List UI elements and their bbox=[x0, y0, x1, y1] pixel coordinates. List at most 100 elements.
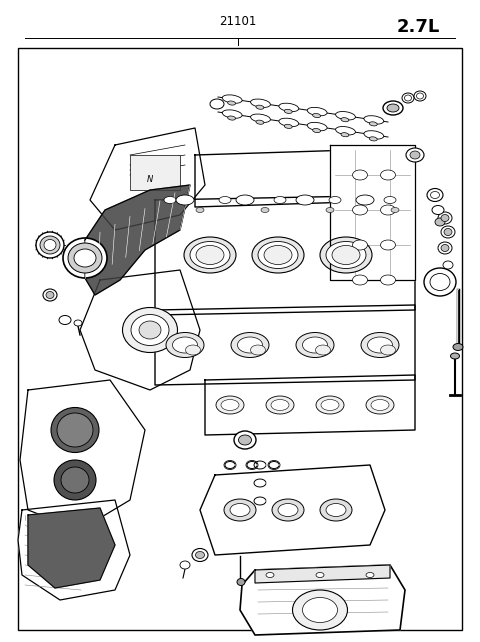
Ellipse shape bbox=[176, 195, 194, 205]
Ellipse shape bbox=[369, 122, 377, 126]
Ellipse shape bbox=[256, 120, 264, 125]
Ellipse shape bbox=[320, 237, 372, 273]
Ellipse shape bbox=[427, 189, 443, 202]
Ellipse shape bbox=[441, 214, 449, 221]
Ellipse shape bbox=[410, 151, 420, 159]
Ellipse shape bbox=[228, 116, 236, 120]
Ellipse shape bbox=[424, 268, 456, 296]
Ellipse shape bbox=[210, 99, 224, 109]
Ellipse shape bbox=[414, 91, 426, 101]
Ellipse shape bbox=[272, 499, 304, 521]
Polygon shape bbox=[90, 128, 205, 230]
Ellipse shape bbox=[296, 195, 314, 205]
Ellipse shape bbox=[236, 195, 254, 205]
Ellipse shape bbox=[312, 128, 321, 133]
Ellipse shape bbox=[381, 345, 396, 355]
Polygon shape bbox=[20, 380, 145, 530]
Ellipse shape bbox=[166, 333, 204, 358]
Ellipse shape bbox=[43, 289, 57, 301]
Ellipse shape bbox=[406, 148, 424, 162]
Ellipse shape bbox=[279, 118, 299, 126]
Ellipse shape bbox=[196, 245, 224, 265]
Ellipse shape bbox=[278, 503, 298, 517]
Polygon shape bbox=[155, 305, 415, 385]
Ellipse shape bbox=[219, 196, 231, 204]
Ellipse shape bbox=[336, 126, 355, 135]
Ellipse shape bbox=[36, 232, 64, 258]
Ellipse shape bbox=[172, 337, 197, 353]
Ellipse shape bbox=[381, 275, 396, 285]
Ellipse shape bbox=[284, 109, 292, 114]
Ellipse shape bbox=[438, 212, 452, 224]
Ellipse shape bbox=[296, 333, 334, 358]
Ellipse shape bbox=[402, 93, 414, 103]
Polygon shape bbox=[155, 195, 415, 315]
Ellipse shape bbox=[366, 573, 374, 578]
Ellipse shape bbox=[222, 95, 242, 103]
Ellipse shape bbox=[441, 226, 455, 238]
Polygon shape bbox=[18, 500, 130, 600]
Ellipse shape bbox=[369, 137, 377, 141]
Ellipse shape bbox=[271, 399, 289, 410]
Ellipse shape bbox=[234, 431, 256, 449]
Ellipse shape bbox=[320, 499, 352, 521]
Ellipse shape bbox=[366, 396, 394, 414]
Ellipse shape bbox=[352, 275, 368, 285]
Ellipse shape bbox=[352, 205, 368, 215]
Ellipse shape bbox=[292, 590, 348, 630]
Ellipse shape bbox=[239, 435, 252, 445]
Ellipse shape bbox=[443, 261, 453, 269]
Polygon shape bbox=[85, 185, 190, 295]
Ellipse shape bbox=[391, 207, 399, 213]
Ellipse shape bbox=[252, 237, 304, 273]
Ellipse shape bbox=[435, 218, 445, 226]
Ellipse shape bbox=[364, 131, 384, 139]
Ellipse shape bbox=[216, 396, 244, 414]
Ellipse shape bbox=[444, 229, 452, 236]
Ellipse shape bbox=[224, 499, 256, 521]
Ellipse shape bbox=[122, 308, 178, 352]
Ellipse shape bbox=[224, 460, 236, 469]
Ellipse shape bbox=[59, 315, 71, 324]
Ellipse shape bbox=[405, 95, 411, 101]
Ellipse shape bbox=[51, 408, 99, 453]
Ellipse shape bbox=[131, 315, 169, 345]
Ellipse shape bbox=[57, 413, 93, 447]
Polygon shape bbox=[200, 465, 385, 555]
Ellipse shape bbox=[258, 241, 298, 268]
Ellipse shape bbox=[54, 460, 96, 500]
Ellipse shape bbox=[383, 101, 403, 115]
Ellipse shape bbox=[40, 236, 60, 254]
Ellipse shape bbox=[221, 399, 239, 410]
Ellipse shape bbox=[266, 396, 294, 414]
Ellipse shape bbox=[352, 240, 368, 250]
Ellipse shape bbox=[451, 353, 459, 359]
Ellipse shape bbox=[74, 320, 82, 326]
Ellipse shape bbox=[341, 133, 349, 137]
Ellipse shape bbox=[316, 573, 324, 578]
Ellipse shape bbox=[284, 125, 292, 128]
Ellipse shape bbox=[321, 399, 339, 410]
Ellipse shape bbox=[46, 291, 54, 299]
Ellipse shape bbox=[302, 598, 337, 623]
Ellipse shape bbox=[228, 101, 236, 105]
Ellipse shape bbox=[44, 239, 56, 250]
Ellipse shape bbox=[326, 241, 366, 268]
Ellipse shape bbox=[307, 123, 327, 131]
Ellipse shape bbox=[268, 460, 280, 469]
Ellipse shape bbox=[432, 205, 444, 214]
Ellipse shape bbox=[341, 117, 349, 122]
Ellipse shape bbox=[139, 321, 161, 339]
Ellipse shape bbox=[190, 241, 230, 268]
Ellipse shape bbox=[431, 191, 440, 198]
Ellipse shape bbox=[417, 93, 423, 99]
Polygon shape bbox=[330, 145, 415, 280]
Ellipse shape bbox=[264, 245, 292, 265]
Ellipse shape bbox=[185, 345, 201, 355]
Ellipse shape bbox=[251, 114, 270, 123]
Text: 2.7L: 2.7L bbox=[397, 18, 440, 36]
Ellipse shape bbox=[381, 205, 396, 215]
Ellipse shape bbox=[387, 104, 399, 112]
Ellipse shape bbox=[307, 107, 327, 116]
Ellipse shape bbox=[251, 99, 270, 107]
